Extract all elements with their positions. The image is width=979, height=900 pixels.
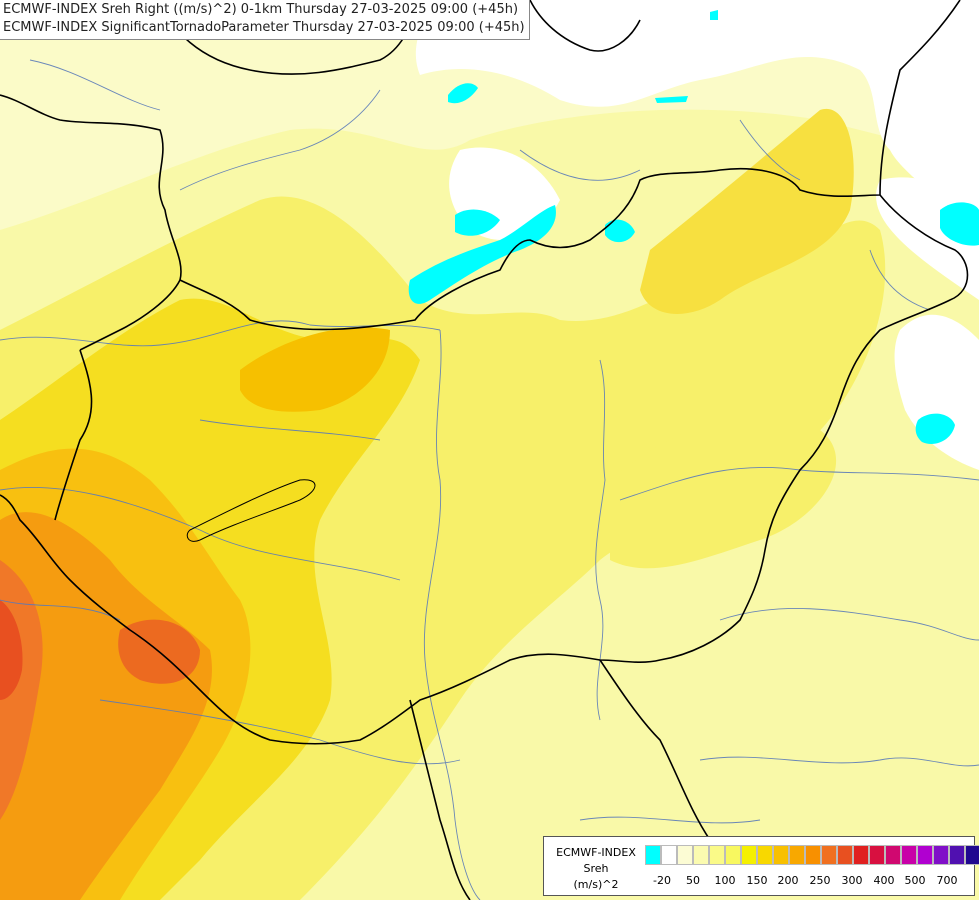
legend-swatch <box>869 845 885 865</box>
legend-swatch <box>725 845 741 865</box>
legend-swatch <box>933 845 949 865</box>
legend-tick-label: 250 <box>809 874 831 887</box>
legend-swatch <box>853 845 869 865</box>
legend-swatch <box>709 845 725 865</box>
legend-swatch <box>773 845 789 865</box>
legend-swatch <box>693 845 709 865</box>
legend-swatch <box>741 845 757 865</box>
title-box: ECMWF-INDEX Sreh Right ((m/s)^2) 0-1km T… <box>0 0 530 40</box>
legend-swatch <box>885 845 901 865</box>
legend-tick-label: 300 <box>841 874 863 887</box>
title-line-1: ECMWF-INDEX Sreh Right ((m/s)^2) 0-1km T… <box>3 2 519 17</box>
legend-label: ECMWF-INDEX Sreh (m/s)^2 <box>548 845 644 893</box>
legend-swatch <box>805 845 821 865</box>
legend-tick-label: 150 <box>746 874 768 887</box>
legend-swatch <box>965 845 979 865</box>
legend-swatch <box>645 845 661 865</box>
legend-tick-label: 500 <box>904 874 926 887</box>
legend-tick-label: 100 <box>714 874 736 887</box>
legend-swatch <box>677 845 693 865</box>
legend-swatch <box>757 845 773 865</box>
legend-tick-label: 700 <box>936 874 958 887</box>
legend-ticks: -20 50 100 150 200 250 300 400 500 700 <box>645 874 975 890</box>
legend-label-line-2: Sreh <box>583 862 609 875</box>
legend-swatches <box>645 845 979 865</box>
legend-swatch <box>821 845 837 865</box>
legend-tick-label: -20 <box>653 874 671 887</box>
legend-label-line-3: (m/s)^2 <box>573 878 619 891</box>
legend-tick-label: 200 <box>777 874 799 887</box>
legend-label-line-1: ECMWF-INDEX <box>556 846 636 859</box>
title-line-2: ECMWF-INDEX SignificantTornadoParameter … <box>3 20 525 35</box>
legend-swatch <box>661 845 677 865</box>
legend-swatch <box>837 845 853 865</box>
color-legend: ECMWF-INDEX Sreh (m/s)^2 -20 50 100 150 200 2… <box>543 836 979 896</box>
legend-swatch <box>901 845 917 865</box>
legend-swatch <box>789 845 805 865</box>
legend-tick-label: 50 <box>686 874 700 887</box>
legend-tick-label: 400 <box>873 874 895 887</box>
legend-swatch <box>917 845 933 865</box>
legend-swatch <box>949 845 965 865</box>
